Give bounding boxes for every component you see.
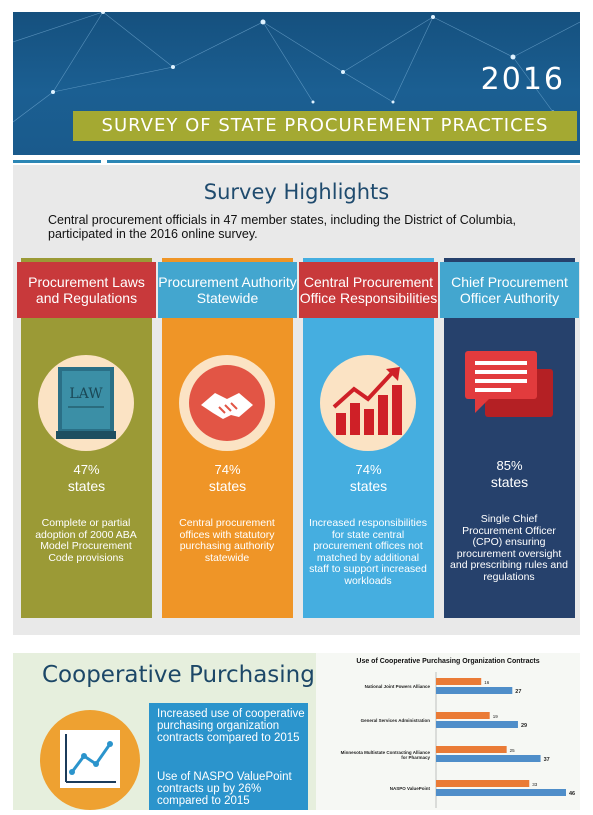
card-description: Increased responsibilities for state cen…: [309, 517, 427, 587]
category-label: General Services Administration: [361, 718, 431, 723]
growth-chart-icon: [320, 355, 416, 451]
data-label: 29: [521, 723, 527, 729]
bar: [436, 721, 518, 728]
data-label: 33: [532, 782, 538, 787]
bar: [436, 678, 482, 685]
bar: [436, 746, 507, 753]
highlights-intro: Central procurement officials in 47 memb…: [48, 213, 517, 241]
data-label: 19: [493, 714, 499, 719]
divider: [13, 160, 101, 163]
chart-title: Use of Cooperative Purchasing Organizati…: [356, 658, 540, 665]
card-title: Chief Procurement Officer Authority: [440, 262, 579, 318]
speech-bubbles-icon: [461, 345, 557, 441]
data-label: 37: [544, 757, 550, 763]
data-label: 27: [515, 689, 521, 695]
data-label: 16: [484, 680, 490, 685]
card-title: Procurement Laws and Regulations: [17, 262, 156, 318]
category-label: NASPO ValuePoint: [390, 786, 431, 791]
category-label: Minnesota Multistate Contracting Allianc…: [341, 750, 431, 760]
handshake-icon: [179, 355, 275, 451]
highlight-card-cpo: [444, 258, 575, 618]
category-label: National Joint Powers Alliance: [365, 684, 431, 689]
card-title: Procurement Authority Statewide: [158, 262, 297, 318]
coop-text-2: Use of NASPO ValuePoint contracts up by …: [157, 771, 292, 807]
card-unit: states: [67, 478, 106, 494]
report-year: 2016: [480, 62, 565, 97]
coop-text-1: Increased use of cooperative purchasing …: [157, 708, 305, 744]
card-description: Complete or partial adoption of 2000 ABA…: [35, 517, 137, 564]
data-label: 46: [569, 791, 575, 797]
highlights-title: Survey Highlights: [203, 180, 390, 204]
svg-text:LAW: LAW: [69, 386, 103, 402]
line-chart-icon: [40, 710, 140, 810]
card-percent: 74%: [355, 462, 382, 477]
card-unit: states: [208, 478, 247, 494]
network-pattern-graphic: [13, 12, 580, 123]
divider: [107, 160, 580, 163]
bar: [436, 687, 513, 694]
coop-info-box: [149, 703, 308, 810]
bar: [436, 755, 541, 762]
card-percent: 85%: [496, 458, 523, 473]
bar: [436, 780, 530, 787]
bar: [436, 789, 566, 796]
card-percent: 47%: [73, 462, 100, 477]
card-description: Central procurement offices with statuto…: [179, 517, 275, 564]
card-unit: states: [490, 474, 529, 490]
card-unit: states: [349, 478, 388, 494]
card-description: Single Chief Procurement Officer (CPO) e…: [450, 513, 568, 583]
coop-title: Cooperative Purchasing: [42, 662, 315, 688]
bar: [436, 712, 490, 719]
coop-bar-chart: National Joint Powers Alliance 16 27 Genera…: [341, 672, 575, 808]
law-book-icon: LAW: [38, 355, 134, 451]
data-label: 25: [510, 748, 516, 753]
card-percent: 74%: [214, 462, 241, 477]
card-title: Central Procurement Office Responsibilit…: [299, 262, 438, 318]
report-title-banner: SURVEY OF STATE PROCUREMENT PRACTICES: [73, 111, 577, 141]
